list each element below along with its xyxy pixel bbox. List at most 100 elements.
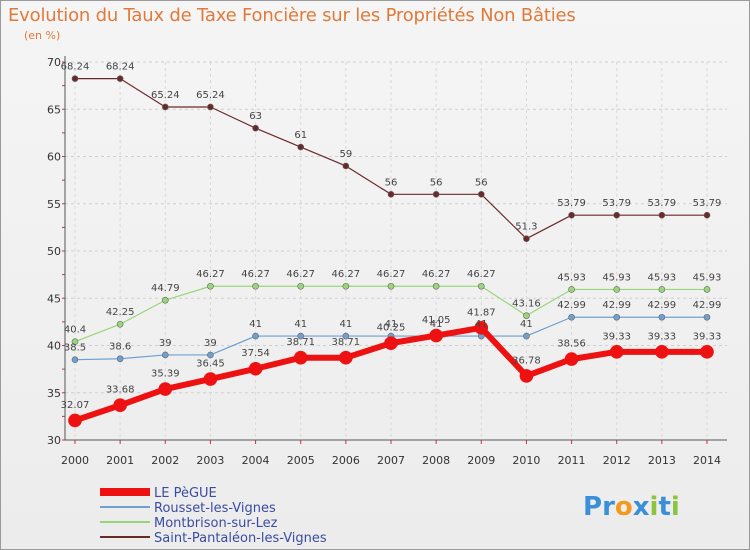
data-label: 46.27	[422, 269, 451, 280]
x-tick-label: 2010	[512, 454, 540, 467]
data-point	[477, 282, 485, 290]
data-point	[477, 191, 485, 198]
data-point	[203, 372, 218, 386]
logo-letter: x	[633, 492, 650, 522]
data-label: 39.33	[602, 331, 631, 342]
data-point	[339, 350, 353, 365]
data-label: 40.25	[377, 323, 406, 334]
data-point	[161, 296, 169, 304]
data-label: 38.71	[332, 337, 361, 348]
proxiti-logo: Proxiti	[583, 492, 680, 522]
data-label: 53.79	[557, 198, 586, 209]
data-label: 63	[249, 111, 262, 122]
x-tick-label: 2006	[332, 454, 360, 467]
x-tick-label: 2012	[603, 454, 631, 467]
data-label: 46.27	[286, 269, 315, 280]
x-tick-label: 2002	[151, 454, 179, 467]
data-point	[658, 286, 666, 293]
data-label: 46.27	[467, 269, 496, 280]
data-label: 36.78	[512, 355, 541, 366]
logo-letter: i	[671, 492, 680, 522]
data-point	[252, 124, 259, 132]
unit-label: (en %)	[24, 29, 61, 42]
y-tick-label: 50	[47, 245, 61, 258]
data-point	[519, 369, 534, 383]
y-tick-label: 45	[47, 292, 61, 305]
grid	[65, 61, 727, 441]
data-label: 53.79	[602, 198, 631, 209]
x-tick-label: 2003	[196, 454, 224, 467]
data-point	[252, 282, 259, 290]
data-point	[564, 352, 579, 366]
data-point	[432, 191, 440, 198]
data-point	[161, 351, 169, 359]
data-label: 68.24	[61, 62, 90, 73]
y-tick-label: 70	[47, 56, 61, 69]
data-point	[613, 313, 621, 321]
data-point	[703, 313, 711, 321]
data-label: 45.93	[602, 272, 631, 283]
data-point	[342, 332, 350, 340]
data-point	[700, 345, 714, 359]
data-point	[703, 211, 711, 219]
data-label: 35.39	[151, 369, 180, 380]
data-label: 37.54	[241, 348, 270, 359]
data-point	[609, 345, 624, 359]
y-tick-label: 40	[47, 340, 61, 353]
data-point	[613, 286, 621, 293]
logo-letter: P	[583, 492, 602, 522]
data-point	[116, 320, 124, 328]
data-point	[71, 338, 79, 346]
y-tick-label: 35	[47, 387, 61, 400]
data-point	[342, 282, 350, 290]
data-point	[523, 312, 530, 319]
x-tick-label: 2005	[287, 454, 315, 467]
data-label: 61	[294, 130, 307, 141]
data-point	[158, 382, 173, 396]
data-point	[116, 75, 124, 82]
legend-label: LE PèGUE	[154, 486, 217, 501]
x-tick-label: 2014	[693, 454, 721, 467]
legend-label: Montbrison-sur-Lez	[154, 516, 278, 531]
x-tick-label: 2001	[106, 454, 134, 467]
data-label: 41	[385, 319, 398, 330]
data-point	[207, 103, 214, 111]
data-label: 39	[204, 338, 217, 349]
data-label: 65.24	[196, 90, 225, 101]
data-point	[116, 355, 124, 363]
data-label: 44.79	[151, 283, 180, 294]
data-point	[384, 336, 398, 350]
axes: 30 35 40 45 50 55 60 65 70 2000 2001 2002 2003 2004 20…	[47, 56, 727, 467]
data-point	[658, 211, 666, 219]
data-label: 42.99	[648, 300, 677, 311]
data-point	[613, 211, 621, 219]
data-label: 41	[294, 319, 307, 330]
data-label: 53.79	[648, 198, 677, 209]
data-point	[297, 143, 305, 151]
x-tick-label: 2011	[558, 454, 586, 467]
data-label: 42.99	[693, 300, 722, 311]
data-point	[568, 313, 575, 321]
y-tick-label: 30	[47, 434, 61, 447]
data-label: 43.16	[512, 299, 541, 310]
data-point	[474, 321, 489, 335]
x-tick-label: 2008	[422, 454, 450, 467]
data-label: 46.27	[196, 269, 225, 280]
data-point	[293, 350, 308, 365]
data-label: 45.93	[648, 272, 677, 283]
data-label: 32.07	[61, 400, 90, 411]
data-label: 38.56	[557, 339, 586, 350]
data-point	[71, 75, 79, 82]
data-point	[703, 286, 711, 293]
data-point	[387, 282, 395, 290]
x-tick-label: 2013	[648, 454, 676, 467]
data-label: 41	[520, 319, 533, 330]
legend-label: Rousset-les-Vignes	[154, 501, 276, 516]
logo-letter: r	[602, 492, 615, 522]
data-point	[207, 282, 214, 290]
x-tick-label: 2009	[467, 454, 495, 467]
data-label: 56	[475, 177, 488, 188]
data-label: 46.27	[241, 269, 270, 280]
logo-letter: i	[650, 492, 659, 522]
